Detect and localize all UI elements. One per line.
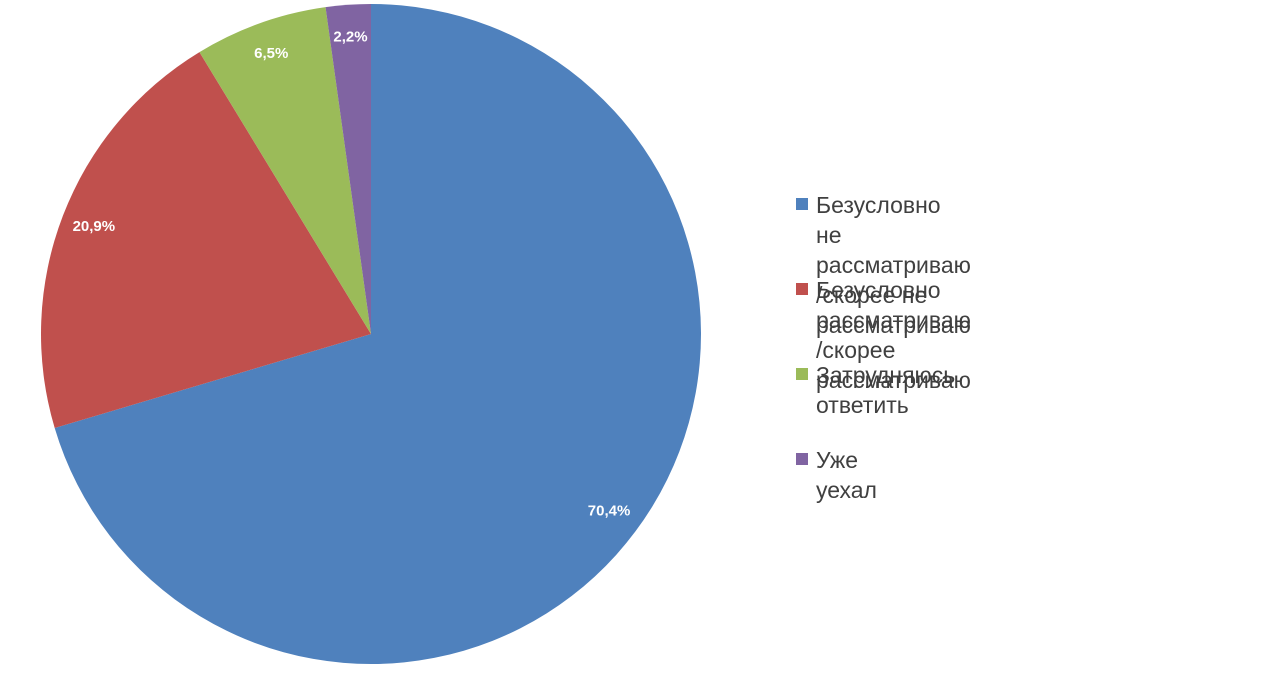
pie-slice xyxy=(41,52,372,429)
legend-swatch xyxy=(796,368,808,380)
value-label: 70,4% xyxy=(588,503,631,520)
legend-label: Безусловно рассматриваю /скорее рассматр… xyxy=(816,277,971,393)
legend-label: Безусловно не рассматриваю /скорее не ра… xyxy=(816,192,971,338)
pie-slice xyxy=(325,4,371,334)
pie-slice xyxy=(54,4,702,664)
value-label: 6,5% xyxy=(254,45,288,62)
pie-slice xyxy=(199,7,371,334)
legend-label: Затрудняюсь ответить xyxy=(816,362,956,418)
chart: 70,4% 20,9% 6,5% 2,2% xyxy=(41,4,702,664)
legend-swatch xyxy=(796,453,808,465)
value-label: 2,2% xyxy=(333,29,367,46)
legend-swatch xyxy=(796,283,808,295)
value-label: 20,9% xyxy=(73,218,116,235)
legend-label: Уже уехал xyxy=(816,447,877,503)
legend-swatch xyxy=(796,198,808,210)
